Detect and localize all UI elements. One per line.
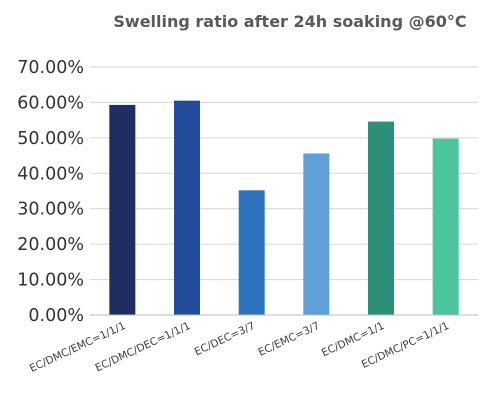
x-tick-label: EC/DEC=3/7 (193, 320, 257, 358)
bar-4 (303, 153, 330, 315)
x-tick-label: EC/EMC=3/7 (257, 320, 322, 359)
gridlines (90, 66, 478, 281)
y-tick-label: 60.00% (17, 93, 84, 113)
y-tick-label: 0.00% (28, 306, 84, 326)
x-axis-tick-labels: EC/DMC/EMC=1/1/1EC/DMC/DEC=1/1/1 EC/DEC=3… (28, 320, 451, 375)
bar-1 (109, 104, 136, 315)
y-tick-label: 40.00% (17, 164, 84, 184)
bar-5 (368, 121, 394, 315)
y-tick-label: 50.00% (17, 129, 84, 149)
bar-6 (432, 138, 459, 315)
chart-title: Swelling ratio after 24h soaking @60°C (113, 12, 466, 31)
y-tick-label: 20.00% (17, 235, 84, 255)
bar-3 (238, 190, 265, 315)
bars (109, 100, 459, 316)
y-tick-label: 70.00% (17, 58, 84, 78)
y-tick-label: 30.00% (17, 200, 84, 220)
y-axis-tick-labels: 0.00% 10.00% 20.00% 30.00% 40.00% 50.00% 60.00… (17, 58, 84, 326)
y-tick-label: 10.00% (17, 271, 84, 291)
bar-2 (174, 100, 200, 316)
